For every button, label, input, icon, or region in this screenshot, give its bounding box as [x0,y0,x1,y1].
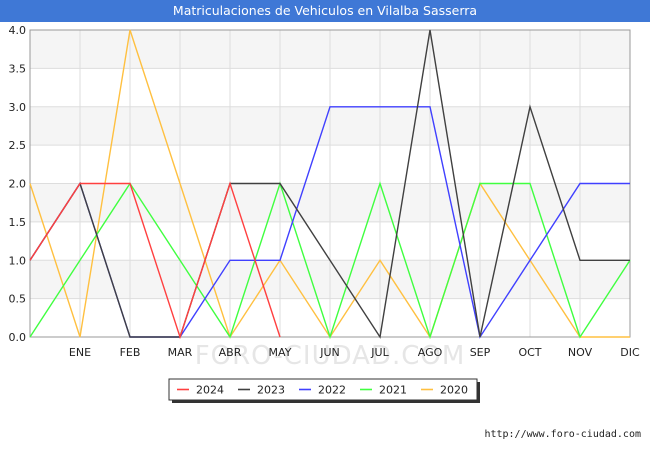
y-axis-ticks: 0.0 0.5 1.0 1.5 2.0 2.5 3.0 3.5 4.0 [9,24,27,344]
chart-title: Matriculaciones de Vehiculos en Vilalba … [0,0,650,22]
x-tick-label: ENE [69,346,91,359]
y-tick-label: 1.0 [9,254,27,267]
series-line-2023 [29,29,630,339]
x-tick-label: JUL [370,346,389,359]
series-line-2024 [29,181,281,340]
y-tick-label: 3.0 [9,101,27,114]
footer-url[interactable]: http://www.foro-ciudad.com [484,429,641,440]
x-tick-label: SEP [470,346,491,359]
y-tick-label: 1.5 [9,216,27,229]
x-tick-label: ABR [219,346,242,359]
x-tick-label: MAR [168,346,193,359]
x-tick-label: OCT [518,346,541,359]
y-tick-label: 4.0 [9,24,27,37]
y-tick-label: 3.5 [9,62,27,75]
legend-label-2022: 2022 [318,384,346,397]
y-tick-label: 2.0 [9,178,27,191]
x-tick-label: DIC [620,346,640,359]
y-tick-label: 0.5 [9,293,27,306]
y-tick-label: 0.0 [9,331,27,344]
x-tick-label: JUN [319,346,340,359]
legend: 2024 2023 2022 2021 2020 [168,378,480,403]
legend-label-2024: 2024 [196,384,224,397]
x-tick-label: FEB [120,346,141,359]
legend-label-2021: 2021 [379,384,407,397]
x-tick-label: MAY [269,346,292,359]
x-tick-label: NOV [568,346,593,359]
watermark: FORO-CIUDAD.COM [195,341,466,371]
y-tick-label: 2.5 [9,139,27,152]
legend-label-2020: 2020 [440,384,468,397]
x-axis-ticks: ENE FEB MAR ABR MAY JUN JUL AGO SEP OCT NOV DIC [69,346,640,359]
legend-label-2023: 2023 [257,384,285,397]
x-tick-label: AGO [418,346,443,359]
legend-box [168,378,478,401]
series-lines [29,29,631,340]
